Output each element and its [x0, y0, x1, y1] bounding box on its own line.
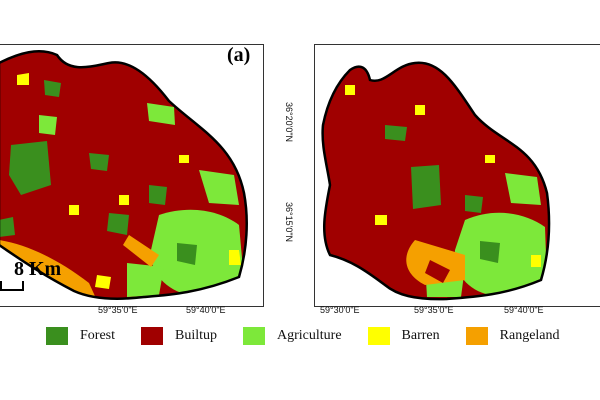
- legend-label: Agriculture: [277, 328, 342, 343]
- legend-item-builtup: Builtup: [141, 327, 217, 345]
- y-tick-label: 36°20'0"N: [284, 102, 294, 142]
- land-use-map-a: [0, 50, 248, 301]
- legend-item-agriculture: Agriculture: [243, 327, 342, 345]
- y-axis-labels-a: 36°20'0"N 36°15'0"N: [284, 102, 294, 242]
- land-use-map-b: [321, 61, 551, 301]
- scale-bar: [0, 281, 24, 291]
- x-tick-label-b: 59°35'0"E: [414, 305, 454, 315]
- legend-item-rangeland: Rangeland: [465, 327, 560, 345]
- x-tick-label-b: 59°30'0"E: [320, 305, 360, 315]
- legend-item-forest: Forest: [46, 327, 115, 345]
- scale-bar-label: 8 Km: [14, 258, 62, 280]
- legend-label: Forest: [80, 328, 115, 343]
- builtup-swatch: [141, 327, 163, 345]
- legend-item-barren: Barren: [367, 327, 440, 345]
- barren-swatch: [367, 327, 390, 345]
- x-tick-label-a: 59°35'0"E: [98, 305, 138, 315]
- x-tick-label-b: 59°40'0"E: [504, 305, 544, 315]
- panel-label-a: (a): [227, 44, 251, 66]
- map-panel-b: [314, 44, 600, 307]
- agriculture-swatch: [243, 327, 266, 345]
- rangeland-swatch: [465, 327, 488, 345]
- legend: Forest Builtup Agriculture Barren Rangel…: [46, 325, 586, 347]
- x-tick-label-a: 59°40'0"E: [186, 305, 226, 315]
- legend-label: Barren: [401, 328, 440, 343]
- map-panel-a: [0, 44, 264, 307]
- legend-label: Builtup: [175, 328, 218, 343]
- legend-label: Rangeland: [499, 328, 560, 343]
- forest-swatch: [46, 327, 68, 345]
- y-tick-label: 36°15'0"N: [284, 202, 294, 242]
